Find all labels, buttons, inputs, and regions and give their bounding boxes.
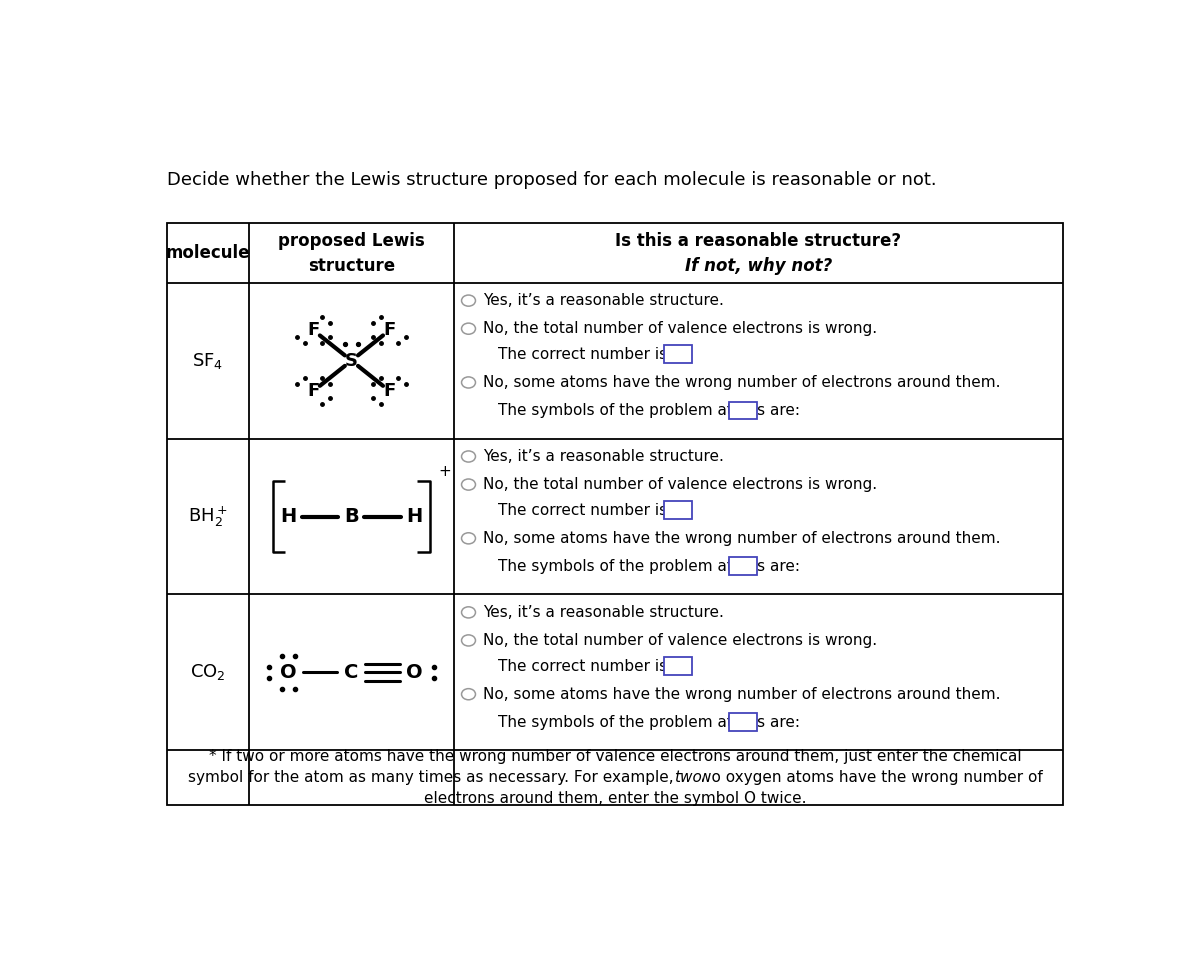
Text: The correct number is:: The correct number is:	[498, 347, 672, 362]
Text: symbol for the atom as many times as necessary. For example, if two oxygen atoms: symbol for the atom as many times as nec…	[187, 770, 1043, 785]
Text: H: H	[280, 507, 296, 526]
Text: The correct number is:: The correct number is:	[498, 503, 672, 518]
Text: No, some atoms have the wrong number of electrons around them.: No, some atoms have the wrong number of …	[484, 375, 1001, 390]
Text: B: B	[344, 507, 359, 526]
Text: The correct number is:: The correct number is:	[498, 658, 672, 674]
Text: The symbols of the problem atoms are:: The symbols of the problem atoms are:	[498, 403, 800, 418]
FancyBboxPatch shape	[728, 713, 757, 731]
Text: O: O	[407, 663, 422, 682]
Text: C: C	[344, 663, 359, 682]
FancyBboxPatch shape	[664, 501, 691, 520]
Text: F: F	[307, 321, 319, 339]
Text: H: H	[407, 507, 422, 526]
Text: The symbols of the problem atoms are:: The symbols of the problem atoms are:	[498, 714, 800, 730]
Text: BH$_2^+$: BH$_2^+$	[188, 504, 228, 528]
Text: F: F	[384, 382, 396, 400]
Text: CO$_2$: CO$_2$	[190, 662, 226, 683]
FancyBboxPatch shape	[728, 557, 757, 576]
Text: Yes, it’s a reasonable structure.: Yes, it’s a reasonable structure.	[484, 293, 725, 308]
Text: +: +	[439, 465, 451, 479]
Text: The symbols of the problem atoms are:: The symbols of the problem atoms are:	[498, 559, 800, 574]
Text: two: two	[674, 770, 702, 785]
Text: Yes, it’s a reasonable structure.: Yes, it’s a reasonable structure.	[484, 449, 725, 464]
FancyBboxPatch shape	[728, 402, 757, 419]
Text: F: F	[307, 382, 319, 400]
Text: Decide whether the Lewis structure proposed for each molecule is reasonable or n: Decide whether the Lewis structure propo…	[167, 172, 936, 189]
FancyBboxPatch shape	[664, 345, 691, 363]
Text: electrons around them, enter the symbol O twice.: electrons around them, enter the symbol …	[424, 790, 806, 806]
Text: SF$_4$: SF$_4$	[192, 351, 223, 370]
Text: If not, why not?: If not, why not?	[685, 257, 832, 276]
Text: No, the total number of valence electrons is wrong.: No, the total number of valence electron…	[484, 321, 877, 336]
Text: F: F	[384, 321, 396, 339]
Text: two: two	[674, 770, 702, 785]
Text: Is this a reasonable structure?: Is this a reasonable structure?	[616, 232, 901, 250]
Text: S: S	[344, 352, 358, 369]
Text: No, the total number of valence electrons is wrong.: No, the total number of valence electron…	[484, 477, 877, 492]
Text: proposed Lewis
structure: proposed Lewis structure	[278, 231, 425, 275]
Text: No, some atoms have the wrong number of electrons around them.: No, some atoms have the wrong number of …	[484, 531, 1001, 546]
Text: No, some atoms have the wrong number of electrons around them.: No, some atoms have the wrong number of …	[484, 686, 1001, 702]
Text: molecule: molecule	[166, 244, 251, 262]
FancyBboxPatch shape	[664, 657, 691, 675]
Text: No, the total number of valence electrons is wrong.: No, the total number of valence electron…	[484, 633, 877, 648]
Text: * If two or more atoms have the wrong number of valence electrons around them, j: * If two or more atoms have the wrong nu…	[209, 749, 1021, 764]
Text: Yes, it’s a reasonable structure.: Yes, it’s a reasonable structure.	[484, 604, 725, 620]
Text: O: O	[280, 663, 296, 682]
